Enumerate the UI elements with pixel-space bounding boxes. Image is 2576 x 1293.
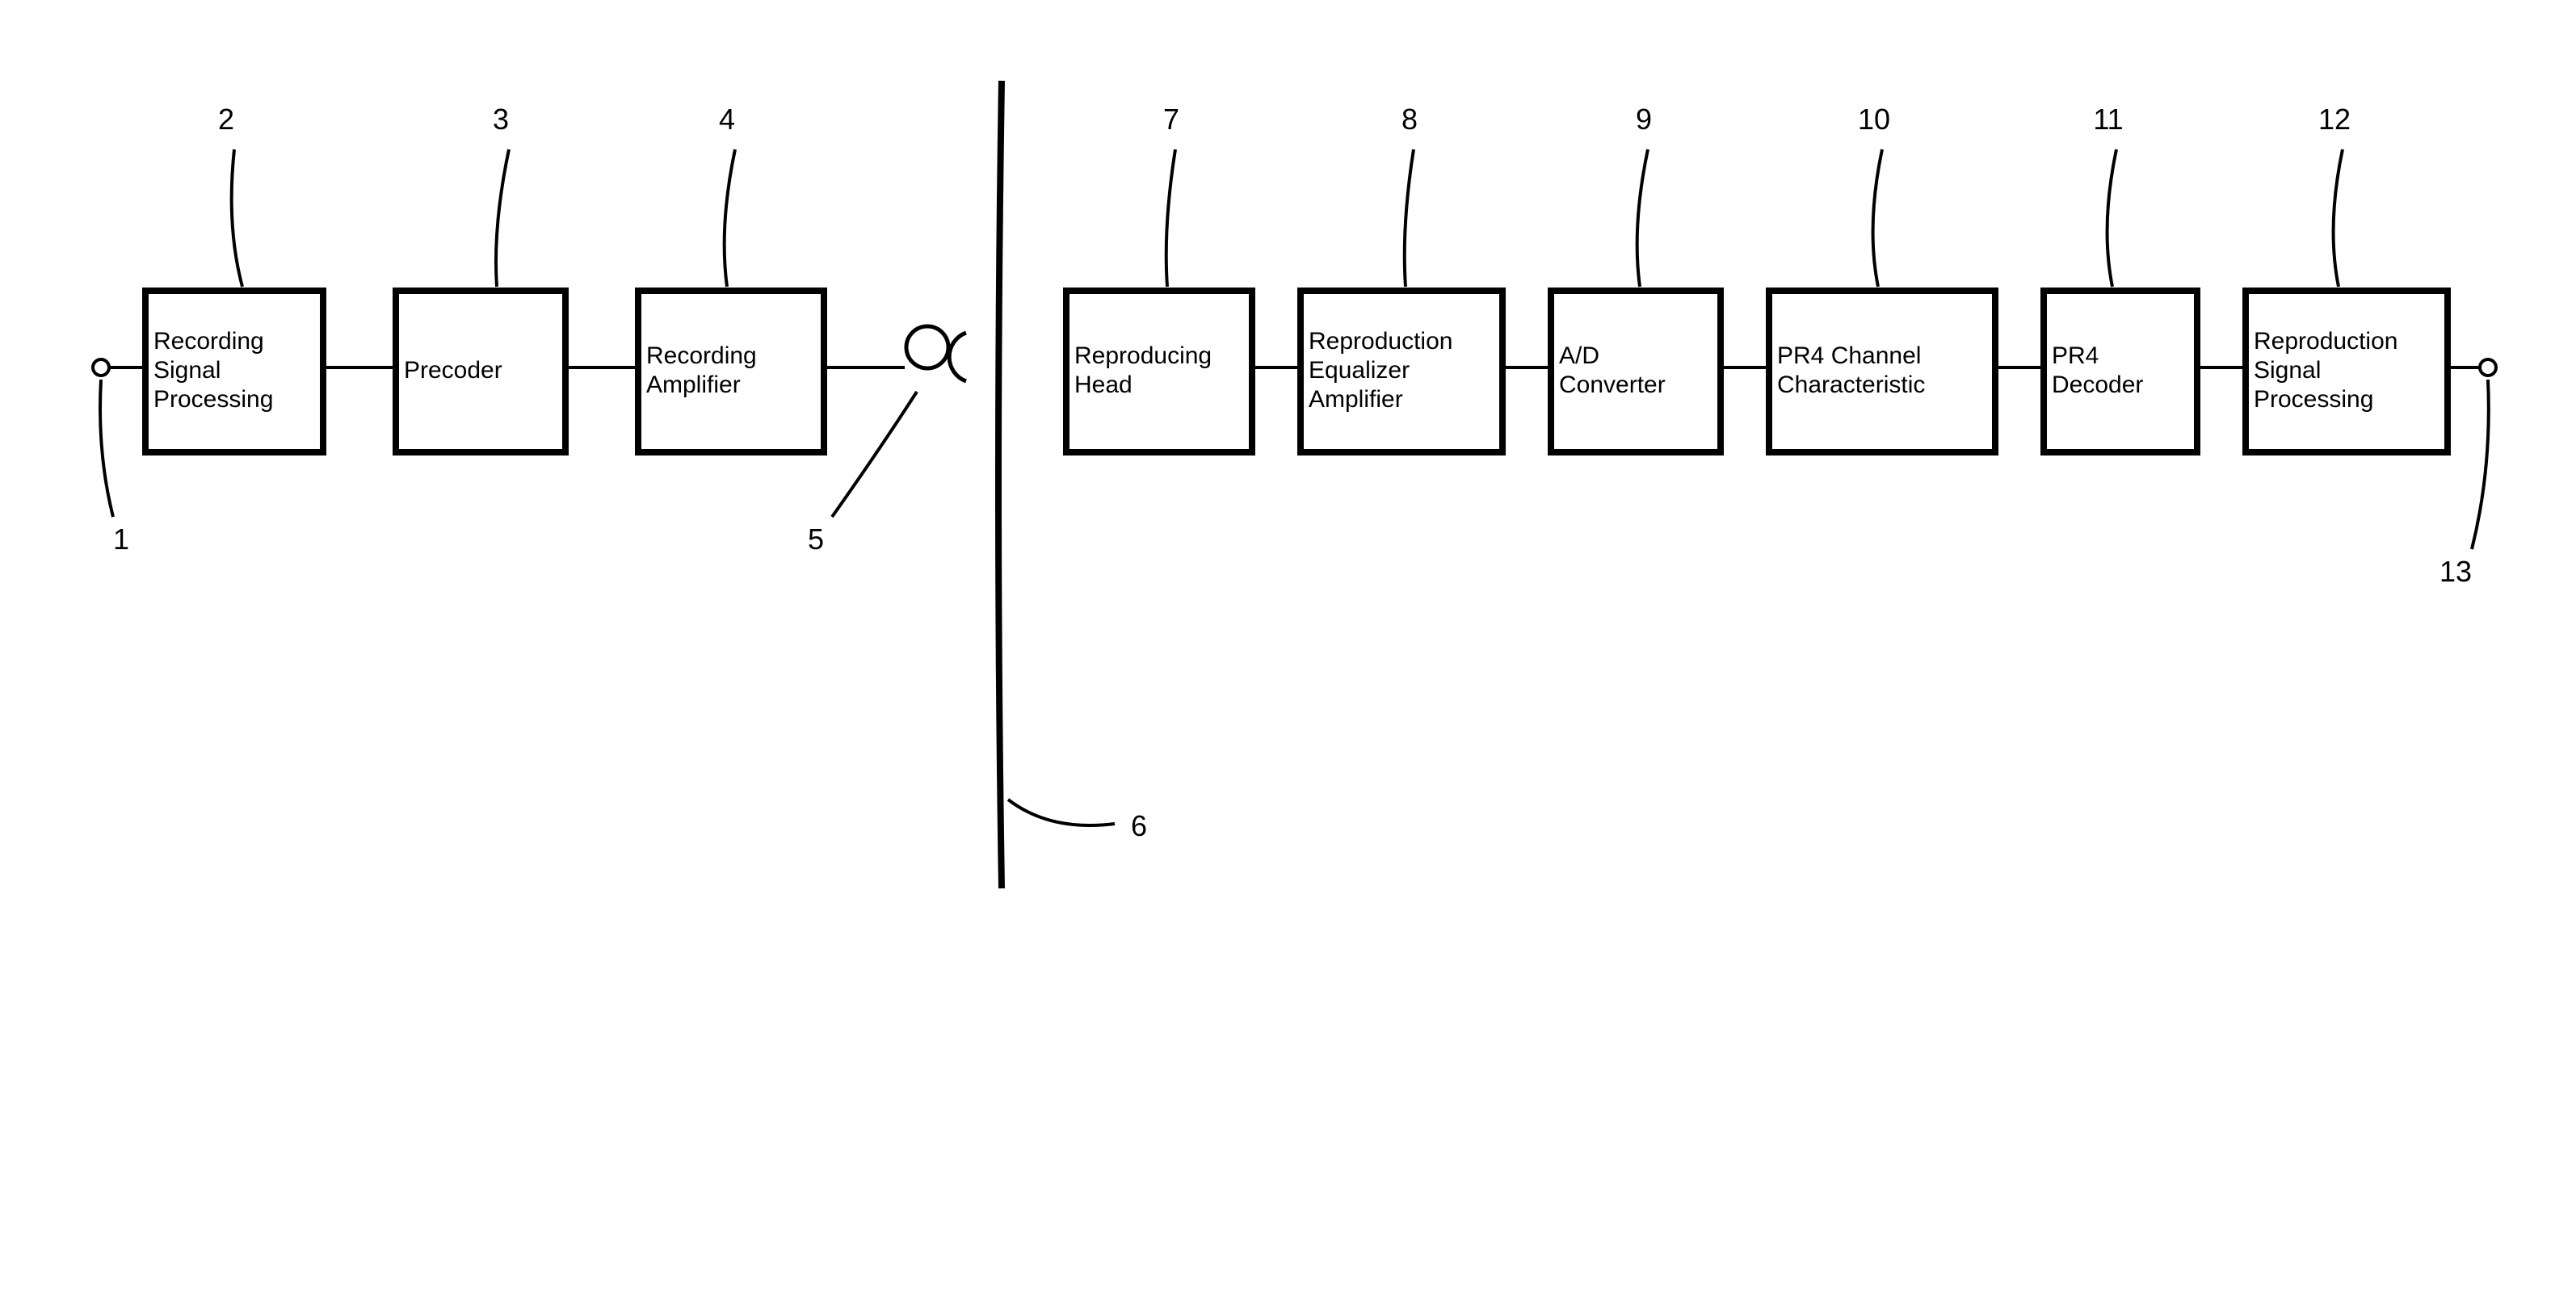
- b9: A/D Converter: [1551, 291, 1721, 452]
- b2-label: Recording: [153, 328, 264, 355]
- b2: RecordingSignalProcessing: [145, 291, 323, 452]
- ref-label-11: 11: [2093, 103, 2123, 136]
- b7-label: Reproducing: [1074, 342, 1212, 369]
- ref-label-9: 9: [1636, 103, 1652, 136]
- b10-label: PR4 Channel: [1777, 342, 1921, 369]
- b10-label: Characteristic: [1777, 372, 1925, 398]
- b8-label: Amplifier: [1309, 386, 1403, 413]
- ref-label-3: 3: [493, 103, 509, 136]
- b10: PR4 Channel Characteristic: [1769, 291, 1995, 452]
- b8-label: Equalizer: [1309, 357, 1410, 384]
- b11-label: PR4: [2052, 342, 2099, 369]
- ref-label-5: 5: [808, 523, 824, 556]
- ref-label-12: 12: [2318, 103, 2351, 136]
- b4-label: Recording: [646, 342, 757, 369]
- ref-label-2: 2: [218, 103, 234, 136]
- b12-label: Signal: [2254, 357, 2321, 384]
- b9-label: Converter: [1559, 372, 1666, 398]
- tape-medium: [998, 81, 1002, 888]
- b12: ReproductionSignalProcessing: [2246, 291, 2448, 452]
- b8: ReproductionEqualizerAmplifier: [1301, 291, 1502, 452]
- b3: Precoder: [396, 291, 565, 452]
- b4-label: Amplifier: [646, 372, 741, 398]
- b4: Recording Amplifier: [638, 291, 824, 452]
- ref-label-10: 10: [1858, 103, 1890, 136]
- ref-label-13: 13: [2439, 555, 2472, 588]
- ref-label-1: 1: [113, 523, 129, 556]
- b12-label: Processing: [2254, 386, 2373, 413]
- ref-label-6: 6: [1131, 809, 1147, 842]
- ref-label-7: 7: [1163, 103, 1179, 136]
- b7-label: Head: [1074, 372, 1133, 398]
- output-terminal: [2480, 359, 2496, 376]
- b11: PR4 Decoder: [2044, 291, 2197, 452]
- b8-label: Reproduction: [1309, 328, 1452, 355]
- b12-label: Reproduction: [2254, 328, 2397, 355]
- b11-label: Decoder: [2052, 372, 2143, 398]
- b9-label: A/D: [1559, 342, 1599, 369]
- ref-label-4: 4: [719, 103, 735, 136]
- ref-label-8: 8: [1401, 103, 1418, 136]
- input-terminal: [93, 359, 109, 376]
- b2-label: Signal: [153, 357, 221, 384]
- block-diagram: RecordingSignalProcessingPrecoderRecordi…: [0, 0, 2576, 1293]
- b7: Reproducing Head: [1066, 291, 1252, 452]
- b3-label: Precoder: [404, 357, 502, 384]
- b2-label: Processing: [153, 386, 273, 413]
